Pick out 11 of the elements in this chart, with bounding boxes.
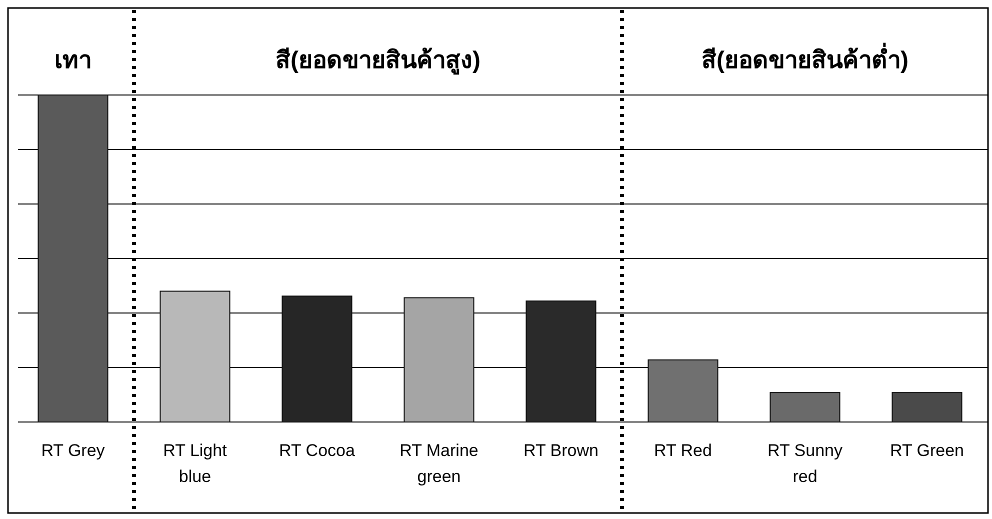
x-tick-label: RT Light blue bbox=[162, 440, 228, 488]
text: สี(ยอดขายสินค้าต่ำ) bbox=[700, 42, 910, 76]
x-tick-label: RT Green bbox=[888, 440, 965, 462]
x-tick-label: RT Brown bbox=[522, 440, 600, 462]
x-tick-label: RT Cocoa bbox=[278, 440, 356, 462]
x-tick-label: RT Grey bbox=[40, 440, 106, 462]
x-tick-label: RT Red bbox=[653, 440, 713, 462]
text: สี(ยอดขายสินค้าสูง) bbox=[274, 46, 482, 77]
x-tick-label: RT Sunny red bbox=[766, 440, 844, 488]
text: เทา bbox=[54, 46, 92, 76]
x-tick-label: RT Marine green bbox=[398, 440, 480, 488]
